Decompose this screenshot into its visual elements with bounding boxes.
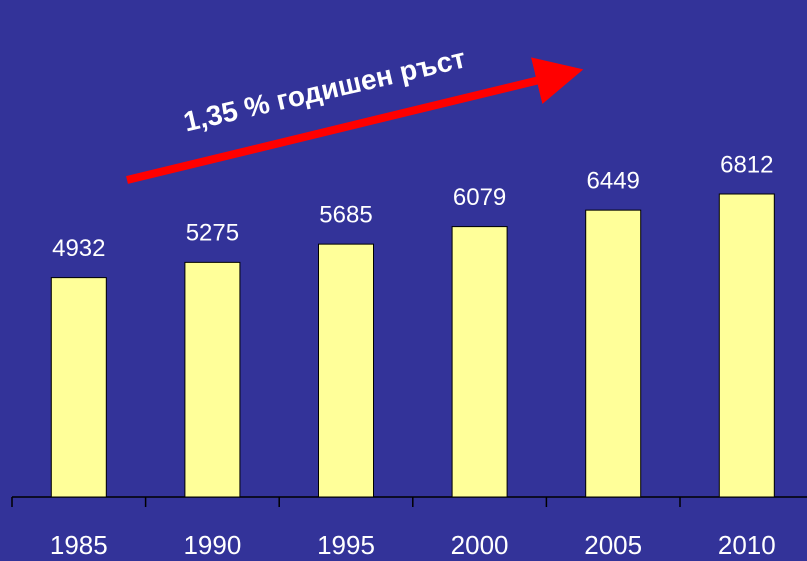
x-tick-label: 2005 [584,530,642,560]
annotation: 1,35 % годишен ръст [181,42,469,137]
x-tick-label: 1990 [183,530,241,560]
bar [718,193,775,498]
value-label: 6079 [453,184,506,211]
value-label: 5685 [319,201,372,228]
bar [451,226,508,498]
x-tick-label: 1995 [317,530,375,560]
bar [585,209,642,498]
x-tick-label: 1985 [50,530,108,560]
x-tick-label: 2000 [451,530,509,560]
bar [318,243,374,498]
bar [184,261,241,498]
bar [50,277,107,498]
trend-arrow [126,57,584,184]
value-label: 6449 [587,167,640,194]
x-tick-label: 2010 [718,530,776,560]
value-label: 6812 [720,151,773,178]
value-label: 5275 [186,220,239,247]
value-label: 4932 [52,235,105,262]
